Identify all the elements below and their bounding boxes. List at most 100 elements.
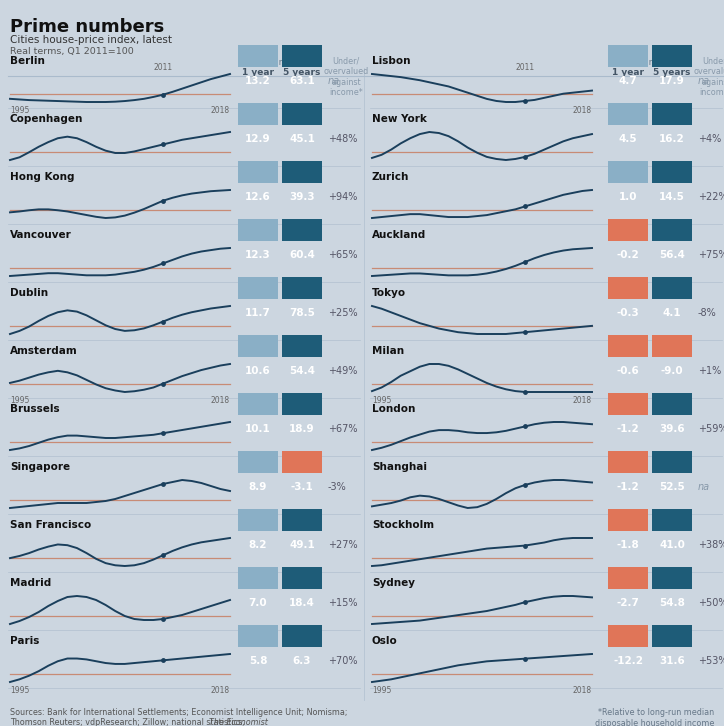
Text: -3.1: -3.1 (290, 482, 313, 492)
FancyBboxPatch shape (282, 45, 322, 67)
Text: The Economist: The Economist (209, 718, 269, 726)
Text: -1.8: -1.8 (617, 540, 639, 550)
Text: 10.1: 10.1 (245, 424, 271, 434)
Text: 2011: 2011 (153, 63, 172, 72)
Text: Under/
overvalued
against
income*: Under/ overvalued against income* (694, 56, 724, 97)
Text: 2018: 2018 (573, 396, 592, 405)
FancyBboxPatch shape (608, 277, 648, 299)
FancyBboxPatch shape (652, 393, 692, 415)
Text: % change on: % change on (253, 58, 308, 67)
Text: 18.4: 18.4 (289, 598, 315, 608)
Text: New York: New York (372, 114, 427, 124)
Text: na: na (698, 76, 710, 86)
Text: Auckland: Auckland (372, 230, 426, 240)
Text: +1%: +1% (698, 366, 721, 376)
Text: 1995: 1995 (10, 686, 30, 695)
Text: 2018: 2018 (211, 396, 230, 405)
Text: 1 year: 1 year (612, 68, 644, 77)
Text: 78.5: 78.5 (289, 308, 315, 318)
Text: 1 year: 1 year (242, 68, 274, 77)
Text: 31.6: 31.6 (659, 656, 685, 666)
FancyBboxPatch shape (238, 393, 278, 415)
Text: 12.6: 12.6 (245, 192, 271, 202)
FancyBboxPatch shape (652, 103, 692, 125)
Text: +94%: +94% (328, 192, 358, 202)
Text: -9.0: -9.0 (661, 366, 683, 376)
Text: Amsterdam: Amsterdam (10, 346, 77, 356)
Text: 5.8: 5.8 (249, 656, 267, 666)
Text: 52.5: 52.5 (659, 482, 685, 492)
FancyBboxPatch shape (652, 219, 692, 241)
Text: -2.7: -2.7 (617, 598, 639, 608)
Text: 60.4: 60.4 (289, 250, 315, 260)
Text: +65%: +65% (328, 250, 358, 260)
FancyBboxPatch shape (652, 335, 692, 357)
Text: +22%: +22% (698, 192, 724, 202)
Text: Singapore: Singapore (10, 462, 70, 472)
Text: Stockholm: Stockholm (372, 520, 434, 530)
Text: +27%: +27% (328, 540, 358, 550)
Text: Copenhagen: Copenhagen (10, 114, 83, 124)
Text: San Francisco: San Francisco (10, 520, 91, 530)
Text: +53%: +53% (698, 656, 724, 666)
FancyBboxPatch shape (282, 567, 322, 589)
Text: 12.9: 12.9 (245, 134, 271, 144)
Text: 54.8: 54.8 (659, 598, 685, 608)
Text: -0.2: -0.2 (617, 250, 639, 260)
FancyBboxPatch shape (652, 625, 692, 647)
Text: Oslo: Oslo (372, 636, 397, 646)
Text: Brussels: Brussels (10, 404, 59, 414)
Text: +49%: +49% (328, 366, 358, 376)
FancyBboxPatch shape (652, 451, 692, 473)
FancyBboxPatch shape (282, 451, 322, 473)
Text: +50%: +50% (698, 598, 724, 608)
FancyBboxPatch shape (608, 567, 648, 589)
Text: Real terms, Q1 2011=100: Real terms, Q1 2011=100 (10, 47, 134, 56)
Text: Vancouver: Vancouver (10, 230, 72, 240)
FancyBboxPatch shape (652, 45, 692, 67)
FancyBboxPatch shape (238, 451, 278, 473)
Text: -0.6: -0.6 (617, 366, 639, 376)
Text: 2018: 2018 (573, 106, 592, 115)
Text: Shanghai: Shanghai (372, 462, 427, 472)
Text: Sources: Bank for International Settlements; Economist Intelligence Unit; Nomism: Sources: Bank for International Settleme… (10, 708, 348, 717)
Text: 2018: 2018 (211, 106, 230, 115)
Text: 54.4: 54.4 (289, 366, 315, 376)
Text: Hong Kong: Hong Kong (10, 172, 75, 182)
FancyBboxPatch shape (282, 393, 322, 415)
FancyBboxPatch shape (608, 161, 648, 183)
FancyBboxPatch shape (608, 625, 648, 647)
FancyBboxPatch shape (652, 277, 692, 299)
Text: -0.3: -0.3 (617, 308, 639, 318)
Text: 2018: 2018 (211, 686, 230, 695)
Text: 5 years: 5 years (653, 68, 691, 77)
Text: Lisbon: Lisbon (372, 56, 411, 66)
Text: 13.2: 13.2 (245, 76, 271, 86)
Text: na: na (328, 76, 340, 86)
Text: +38%: +38% (698, 540, 724, 550)
Text: Sydney: Sydney (372, 578, 415, 588)
Text: 39.6: 39.6 (659, 424, 685, 434)
Text: 1.0: 1.0 (619, 192, 637, 202)
FancyBboxPatch shape (238, 625, 278, 647)
FancyBboxPatch shape (282, 335, 322, 357)
Text: -1.2: -1.2 (617, 482, 639, 492)
FancyBboxPatch shape (238, 277, 278, 299)
Text: 4.7: 4.7 (618, 76, 637, 86)
Text: 1995: 1995 (372, 396, 392, 405)
Text: Thomson Reuters; vdpResearch; Zillow; national statistics;: Thomson Reuters; vdpResearch; Zillow; na… (10, 718, 248, 726)
FancyBboxPatch shape (652, 161, 692, 183)
Text: na: na (698, 482, 710, 492)
Text: +15%: +15% (328, 598, 358, 608)
FancyBboxPatch shape (608, 509, 648, 531)
Text: +4%: +4% (698, 134, 721, 144)
Text: Cities house-price index, latest: Cities house-price index, latest (10, 35, 172, 45)
Text: -12.2: -12.2 (613, 656, 643, 666)
Text: 12.3: 12.3 (245, 250, 271, 260)
Text: Milan: Milan (372, 346, 404, 356)
Text: London: London (372, 404, 416, 414)
Text: 8.2: 8.2 (249, 540, 267, 550)
Text: Berlin: Berlin (10, 56, 45, 66)
Text: 7.0: 7.0 (248, 598, 267, 608)
FancyBboxPatch shape (238, 161, 278, 183)
